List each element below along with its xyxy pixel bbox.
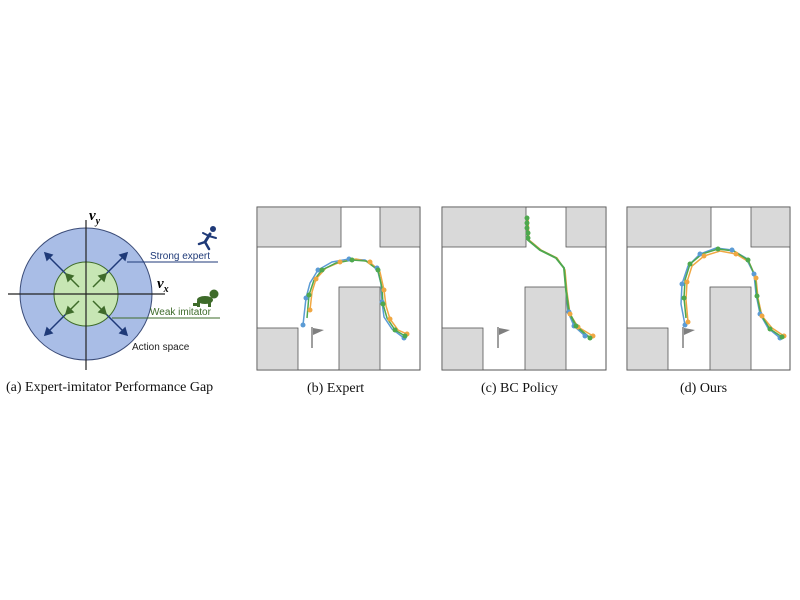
obstacle	[256, 327, 299, 371]
obstacle	[626, 327, 669, 371]
trajectory-blue	[302, 258, 405, 339]
obstacle	[441, 327, 484, 371]
goal-flag-icon	[497, 327, 510, 348]
obstacle	[379, 206, 421, 248]
crawling-baby-icon	[193, 289, 219, 307]
action-space-label: Action space	[132, 342, 190, 353]
y-axis-label: vy	[89, 208, 101, 227]
panel-c-map	[441, 206, 607, 371]
obstacle	[709, 286, 752, 371]
x-axis-label: vx	[157, 276, 169, 295]
obstacle	[441, 206, 527, 248]
running-person-icon	[197, 226, 217, 251]
weak-imitator-label: Weak imitator	[150, 307, 212, 318]
trajectory-green	[526, 217, 591, 339]
obstacle	[338, 286, 381, 371]
panel-d-map	[626, 206, 791, 371]
obstacle	[256, 206, 342, 248]
trajectory-points	[679, 246, 787, 341]
obstacle	[626, 206, 712, 248]
trajectory-points	[300, 256, 410, 341]
caption-panel-a: (a) Expert-imitator Performance Gap	[6, 380, 214, 395]
trajectory-points	[524, 215, 596, 341]
caption-panel-b: (b) Expert	[307, 381, 365, 396]
caption-panel-c: (c) BC Policy	[481, 381, 558, 396]
obstacle	[565, 206, 607, 248]
inner-arrows	[64, 272, 108, 316]
goal-flag-icon	[311, 327, 324, 348]
panel-b-map	[256, 206, 421, 371]
obstacle	[524, 286, 567, 371]
panel-a-diagram: vy vx Strong expert Weak imitator Action…	[8, 208, 220, 370]
obstacle	[750, 206, 791, 248]
caption-panel-d: (d) Ours	[680, 381, 728, 396]
goal-flag-icon	[682, 327, 695, 348]
strong-expert-label: Strong expert	[150, 251, 210, 262]
